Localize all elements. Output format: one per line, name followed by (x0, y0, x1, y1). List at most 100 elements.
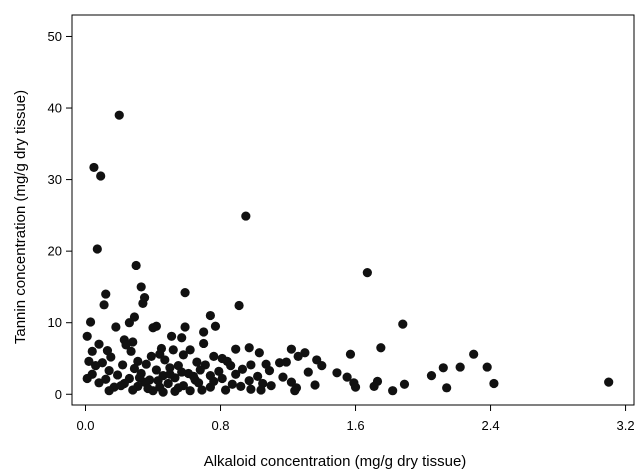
data-point (438, 363, 448, 373)
data-point (205, 310, 215, 321)
data-point (195, 365, 205, 375)
data-point (300, 348, 310, 358)
data-point (138, 298, 148, 308)
y-tick-label: 20 (48, 244, 62, 259)
data-point (188, 371, 199, 381)
data-point (173, 383, 183, 393)
data-point (165, 369, 175, 379)
data-point (210, 321, 221, 331)
data-point (85, 317, 96, 327)
data-point (482, 362, 492, 372)
data-point (104, 366, 114, 376)
data-point (134, 373, 145, 383)
data-point (114, 110, 124, 120)
data-point (192, 357, 202, 367)
plot-frame (71, 14, 635, 406)
data-point (158, 387, 168, 397)
x-tick-label: 0.8 (211, 418, 229, 433)
data-point (151, 365, 161, 375)
data-point (141, 359, 151, 369)
data-point (388, 386, 398, 396)
data-point (104, 386, 114, 396)
data-point (112, 370, 123, 380)
data-point (264, 366, 275, 376)
data-point (84, 356, 94, 366)
data-point (185, 345, 195, 355)
data-point (180, 322, 190, 332)
data-point (442, 383, 452, 393)
x-tick-label: 1.6 (346, 418, 364, 433)
data-point (143, 383, 153, 394)
y-axis: 0 10 20 30 40 50 (48, 29, 72, 402)
data-point (209, 376, 219, 386)
data-point (332, 368, 342, 378)
data-point (126, 346, 136, 356)
data-point (82, 331, 92, 341)
y-tick-label: 30 (48, 172, 62, 187)
data-point (455, 362, 465, 372)
data-point (101, 289, 111, 299)
y-tick-label: 50 (48, 29, 62, 44)
data-point (214, 366, 224, 376)
data-point (136, 282, 146, 292)
data-point (129, 363, 140, 374)
data-point (121, 340, 131, 350)
data-point (231, 369, 241, 379)
data-point (91, 361, 101, 371)
data-point (89, 162, 99, 173)
data-point (166, 331, 177, 341)
data-point (163, 378, 173, 389)
data-point (399, 379, 410, 389)
data-point (128, 385, 138, 395)
data-point (96, 171, 106, 181)
data-point (178, 350, 188, 360)
x-tick-label: 2.4 (482, 418, 500, 433)
data-point (148, 323, 158, 333)
data-point (604, 377, 614, 387)
data-point (234, 300, 244, 311)
data-point (131, 260, 141, 271)
data-point (177, 367, 187, 377)
data-points (82, 110, 614, 397)
plot-border (71, 14, 635, 406)
data-point (168, 345, 178, 355)
data-point (317, 361, 327, 371)
data-point (153, 376, 163, 386)
data-point (94, 378, 104, 388)
data-point (293, 351, 303, 361)
data-point (241, 211, 251, 221)
data-point (94, 339, 104, 349)
data-point (426, 371, 437, 381)
data-point (274, 358, 285, 368)
data-point (489, 378, 499, 389)
data-point (345, 349, 356, 359)
data-point (165, 363, 175, 373)
data-point (133, 356, 143, 366)
data-point (199, 338, 209, 349)
data-point (118, 360, 128, 370)
data-point (101, 374, 111, 384)
data-point (362, 268, 372, 278)
y-tick-label: 0 (55, 387, 62, 402)
data-point (469, 349, 479, 359)
data-point (227, 379, 237, 389)
x-axis-title: Alkaloid concentration (mg/g dry tissue) (204, 453, 467, 470)
data-point (376, 343, 386, 353)
data-point (266, 381, 276, 391)
data-point (193, 378, 204, 388)
data-point (342, 372, 352, 382)
data-point (237, 364, 248, 374)
data-point (99, 300, 109, 310)
x-tick-label: 3.2 (617, 418, 635, 433)
data-point (124, 318, 134, 328)
data-point (199, 327, 209, 337)
data-point (226, 361, 236, 371)
data-point (146, 351, 156, 361)
data-point (217, 373, 227, 384)
data-point (116, 381, 126, 391)
y-axis-title: Tannin concentration (mg/g dry tissue) (12, 90, 29, 344)
y-tick-label: 10 (48, 315, 62, 330)
data-point (246, 360, 256, 370)
data-point (209, 351, 219, 361)
data-point (106, 352, 116, 362)
